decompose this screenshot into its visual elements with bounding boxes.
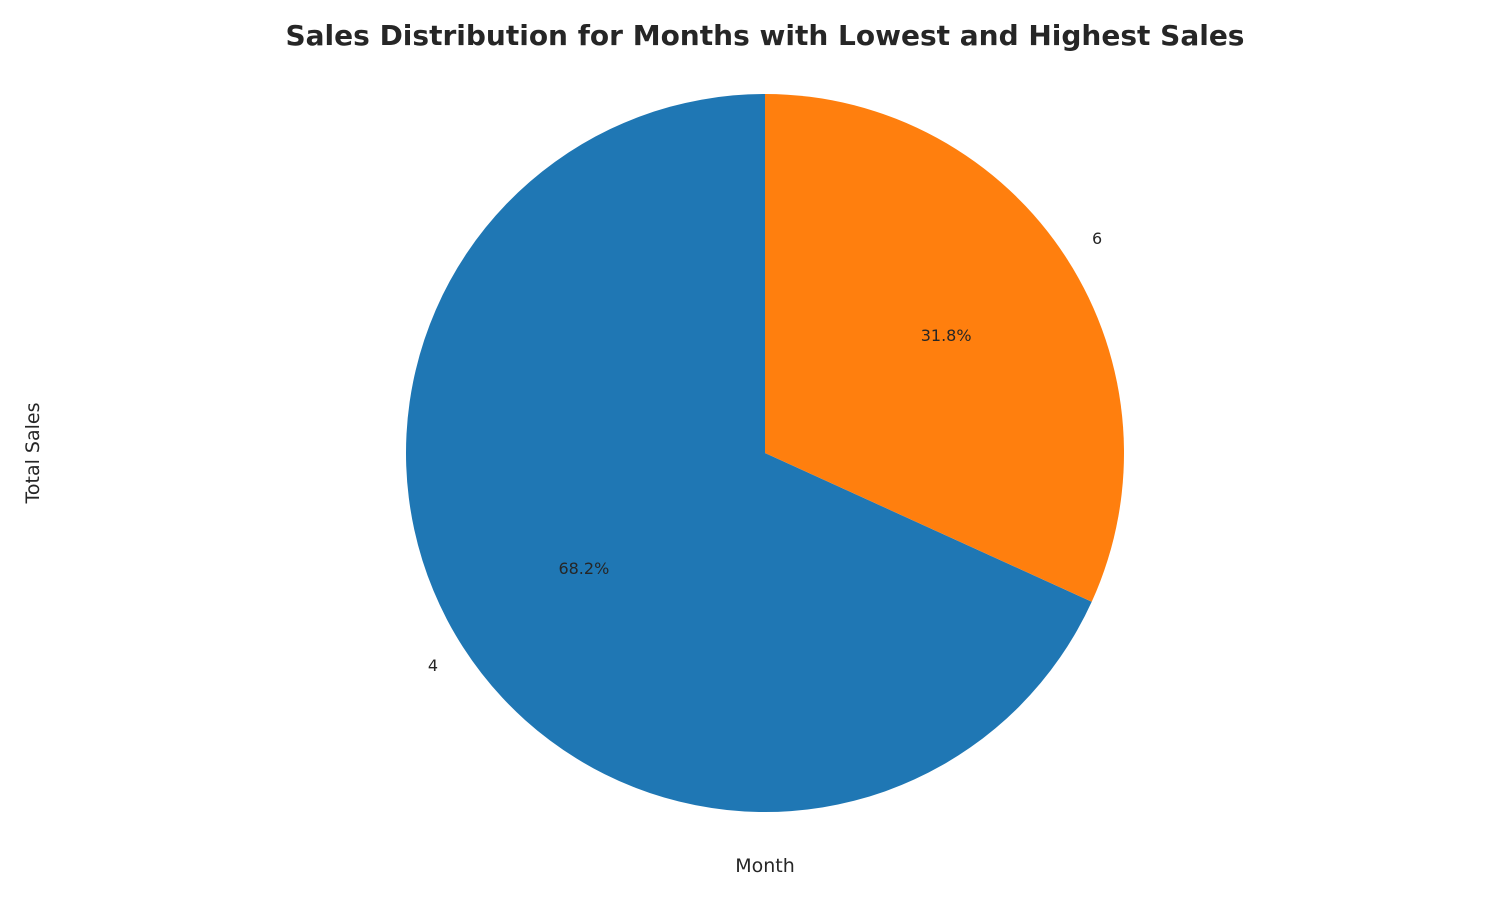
pie-slice-6 [765, 94, 1124, 602]
slice-category-label: 4 [428, 656, 438, 675]
pie-labels: 4 68.2% 6 31.8% [428, 229, 1102, 675]
slice-category-label: 6 [1092, 229, 1102, 248]
x-axis-label: Month [735, 855, 795, 877]
slice-percent-label: 31.8% [921, 326, 972, 345]
y-axis-label: Total Sales [22, 403, 44, 505]
pie-slice-4 [406, 94, 1092, 812]
slice-percent-label: 68.2% [558, 559, 609, 578]
chart-title: Sales Distribution for Months with Lowes… [286, 19, 1245, 52]
pie-slices [406, 94, 1124, 812]
